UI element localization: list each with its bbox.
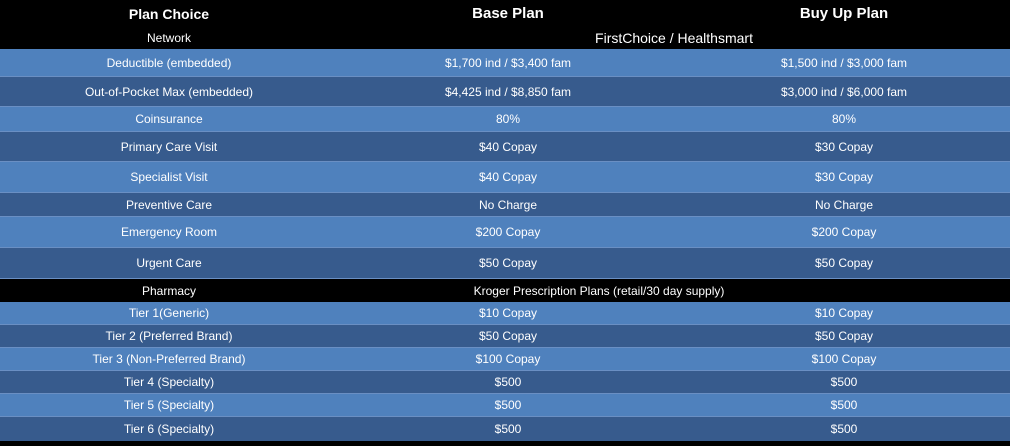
row-label: Preventive Care <box>125 197 213 212</box>
table-row: Preventive Care No Charge No Charge <box>0 193 1010 217</box>
base-plan-value: $4,425 ind / $8,850 fam <box>444 84 572 99</box>
base-plan-value: $40 Copay <box>478 170 538 184</box>
table-row: Primary Care Visit $40 Copay $30 Copay <box>0 132 1010 162</box>
buy-up-plan-value: $3,000 ind / $6,000 fam <box>780 84 908 99</box>
pharmacy-value: Kroger Prescription Plans (retail/30 day… <box>473 283 725 298</box>
table-row: Urgent Care $50 Copay $50 Copay <box>0 248 1010 279</box>
base-plan-value: 80% <box>495 112 521 126</box>
table-header-row: Plan Choice Base Plan Buy Up Plan <box>0 0 1010 27</box>
row-label: Tier 6 (Specialty) <box>123 422 215 436</box>
row-label: Coinsurance <box>135 112 203 126</box>
network-value: FirstChoice / Healthsmart <box>595 30 753 46</box>
base-plan-value: $50 Copay <box>478 329 538 343</box>
base-plan-value: $500 <box>494 375 522 389</box>
base-plan-value: $200 Copay <box>475 225 541 239</box>
row-label: Tier 4 (Specialty) <box>123 375 215 389</box>
table-row: Specialist Visit $40 Copay $30 Copay <box>0 162 1010 193</box>
row-label: Tier 2 (Preferred Brand) <box>105 329 233 343</box>
plan-choice-header: Plan Choice <box>128 5 210 22</box>
table-row: Out-of-Pocket Max (embedded) $4,425 ind … <box>0 77 1010 107</box>
buy-up-plan-value: 80% <box>831 112 857 126</box>
buy-up-plan-value: $100 Copay <box>811 352 877 366</box>
base-plan-value: $500 <box>494 422 522 436</box>
buy-up-plan-value: $50 Copay <box>814 256 874 270</box>
table-row: Tier 1(Generic) $10 Copay $10 Copay <box>0 302 1010 325</box>
network-row: Network FirstChoice / Healthsmart <box>0 27 1010 49</box>
row-label: Emergency Room <box>120 225 218 239</box>
table-row: Tier 2 (Preferred Brand) $50 Copay $50 C… <box>0 325 1010 348</box>
row-label: Primary Care Visit <box>120 139 218 154</box>
base-plan-header: Base Plan <box>472 5 544 22</box>
table-row: Tier 6 (Specialty) $500 $500 <box>0 417 1010 441</box>
table-row: Deductible (embedded) $1,700 ind / $3,40… <box>0 49 1010 77</box>
row-label: Tier 3 (Non-Preferred Brand) <box>92 352 246 366</box>
buy-up-plan-value: $30 Copay <box>814 170 874 184</box>
base-plan-value: $500 <box>494 398 522 412</box>
row-label: Deductible (embedded) <box>106 55 232 70</box>
row-label: Urgent Care <box>136 256 202 270</box>
buy-up-plan-value: $200 Copay <box>811 225 877 239</box>
base-plan-value: $10 Copay <box>478 306 538 320</box>
row-label: Specialist Visit <box>130 170 208 184</box>
pharmacy-row: Pharmacy Kroger Prescription Plans (reta… <box>0 279 1010 302</box>
row-label: Tier 1(Generic) <box>128 306 210 320</box>
buy-up-plan-value: $50 Copay <box>814 329 874 343</box>
network-label: Network <box>146 31 191 45</box>
table-row: Emergency Room $200 Copay $200 Copay <box>0 217 1010 248</box>
buy-up-plan-value: $500 <box>830 422 858 436</box>
pharmacy-label: Pharmacy <box>141 283 197 298</box>
base-plan-value: $50 Copay <box>478 256 538 270</box>
buy-up-plan-value: $1,500 ind / $3,000 fam <box>780 55 908 70</box>
buy-up-plan-value: $500 <box>830 398 858 412</box>
base-plan-value: $1,700 ind / $3,400 fam <box>444 55 572 70</box>
table-row: Tier 5 (Specialty) $500 $500 <box>0 394 1010 417</box>
row-label: Tier 5 (Specialty) <box>123 398 215 412</box>
buy-up-plan-value: $500 <box>830 375 858 389</box>
table-row: Coinsurance 80% 80% <box>0 107 1010 132</box>
buy-up-plan-value: $30 Copay <box>814 139 874 154</box>
buy-up-plan-value: No Charge <box>814 197 874 212</box>
base-plan-value: No Charge <box>478 197 538 212</box>
table-row: Tier 4 (Specialty) $500 $500 <box>0 371 1010 394</box>
table-row: Tier 3 (Non-Preferred Brand) $100 Copay … <box>0 348 1010 371</box>
base-plan-value: $100 Copay <box>475 352 541 366</box>
buy-up-plan-value: $10 Copay <box>814 306 874 320</box>
row-label: Out-of-Pocket Max (embedded) <box>84 84 254 99</box>
base-plan-value: $40 Copay <box>478 139 538 154</box>
buy-up-plan-header: Buy Up Plan <box>799 5 889 22</box>
